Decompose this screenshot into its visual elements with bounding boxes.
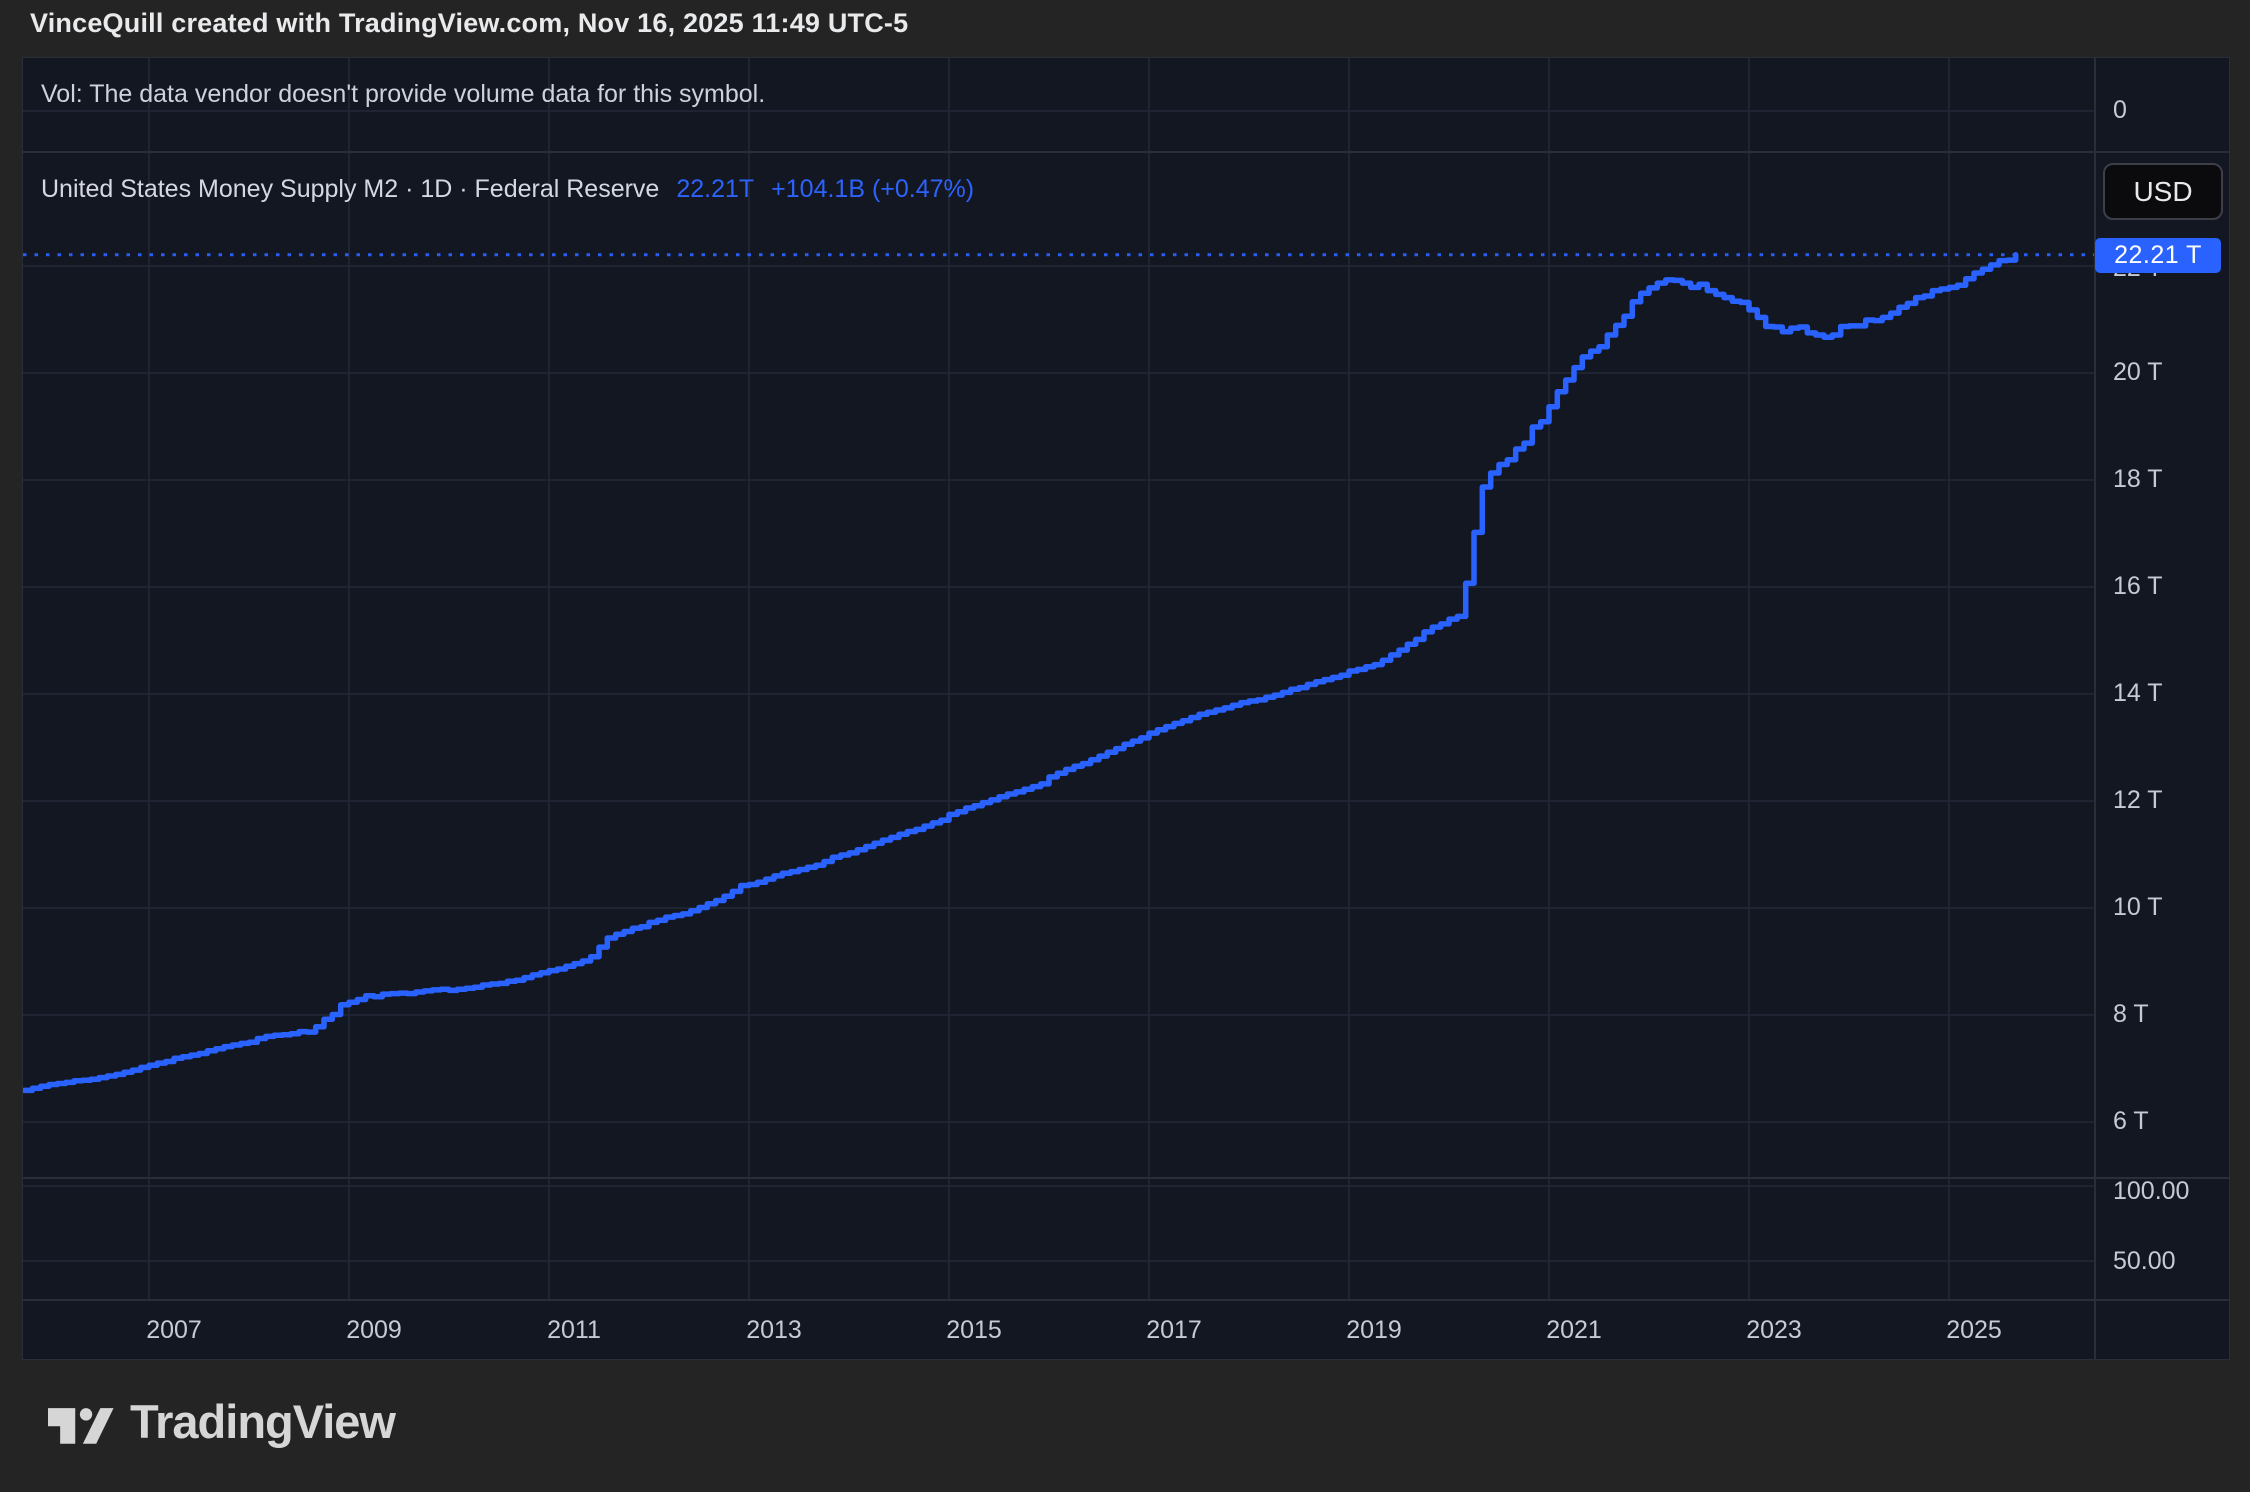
snapshot-title: VinceQuill created with TradingView.com,…	[30, 8, 909, 38]
time-axis-tick: 2019	[1346, 1316, 1402, 1344]
time-axis-separator	[23, 1299, 2229, 1301]
symbol-legend[interactable]: United States Money Supply M2 · 1D · Fed…	[41, 175, 974, 204]
indicator-axis-tick: 50.00	[2113, 1247, 2176, 1275]
price-axis-separator[interactable]	[2094, 58, 2096, 1359]
volume-axis-tick: 0	[2113, 96, 2127, 124]
legend-symbol-title[interactable]: United States Money Supply M2 · 1D · Fed…	[41, 175, 660, 203]
currency-button[interactable]: USD	[2103, 163, 2223, 220]
price-axis-tick: 6 T	[2113, 1107, 2149, 1135]
tradingview-logo[interactable]: TradingView	[48, 1395, 396, 1448]
time-axis-tick: 2011	[547, 1316, 601, 1344]
time-axis-tick: 2025	[1946, 1316, 2002, 1344]
price-axis-tick: 14 T	[2113, 679, 2163, 707]
price-axis-tick: 10 T	[2113, 893, 2163, 921]
price-axis-tick: 8 T	[2113, 1000, 2149, 1028]
indicator-axis-tick: 100.00	[2113, 1177, 2190, 1205]
price-axis-tick: 12 T	[2113, 786, 2163, 814]
time-axis-tick: 2015	[946, 1316, 1002, 1344]
chart-area[interactable]: Vol: The data vendor doesn't provide vol…	[22, 57, 2230, 1360]
tradingview-logo-icon	[48, 1408, 114, 1444]
volume-legend[interactable]: Vol: The data vendor doesn't provide vol…	[41, 80, 766, 108]
indicator-pane-separator[interactable]	[23, 1177, 2229, 1179]
price-axis-tick: 16 T	[2113, 572, 2163, 600]
tradingview-logo-text: TradingView	[130, 1395, 396, 1448]
time-axis-tick: 2009	[346, 1316, 402, 1344]
legend-change: +104.1B (+0.47%)	[771, 175, 975, 203]
time-axis-tick: 2007	[146, 1316, 202, 1344]
last-price-label: 22.21 T	[2095, 238, 2221, 273]
legend-last-value: 22.21T	[676, 175, 755, 203]
time-axis-tick: 2013	[746, 1316, 802, 1344]
volume-pane-separator[interactable]	[23, 151, 2229, 153]
time-axis-tick: 2021	[1546, 1316, 1602, 1344]
price-axis-tick: 18 T	[2113, 465, 2163, 493]
time-axis-tick: 2023	[1746, 1316, 1802, 1344]
price-chart-plot[interactable]	[23, 58, 2229, 1359]
time-axis-tick: 2017	[1146, 1316, 1202, 1344]
price-axis-tick: 20 T	[2113, 358, 2163, 386]
